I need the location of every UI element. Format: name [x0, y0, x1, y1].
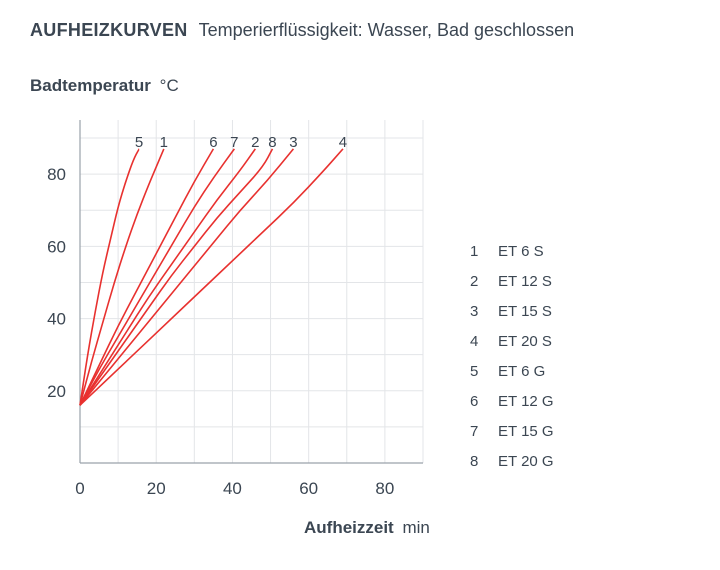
legend-item: 4 ET 20 S — [470, 332, 554, 362]
legend-label: ET 15 S — [498, 303, 552, 320]
legend-label: ET 20 S — [498, 333, 552, 350]
legend-item: 5 ET 6 G — [470, 362, 554, 392]
x-axis-unit: min — [402, 518, 430, 537]
y-tick-label: 20 — [47, 382, 66, 401]
legend-label: ET 12 G — [498, 393, 554, 410]
y-tick-label: 40 — [47, 310, 66, 329]
series-label-8: 8 — [268, 134, 276, 151]
legend-label: ET 6 G — [498, 363, 546, 380]
legend-label: ET 12 S — [498, 273, 552, 290]
x-tick-label: 40 — [223, 479, 242, 498]
legend-label: ET 6 S — [498, 243, 544, 260]
legend-item: 3 ET 15 S — [470, 302, 554, 332]
y-axis-unit: °C — [159, 76, 179, 95]
legend-number: 2 — [470, 273, 479, 290]
legend-number: 7 — [470, 423, 479, 440]
legend-item: 8 ET 20 G — [470, 452, 554, 482]
series-label-2: 2 — [251, 134, 259, 151]
legend-number: 5 — [470, 363, 479, 380]
legend-label: ET 15 G — [498, 423, 554, 440]
series-label-3: 3 — [289, 134, 297, 151]
legend-number: 4 — [470, 333, 479, 350]
legend-number: 1 — [470, 243, 479, 260]
series-label-1: 1 — [160, 134, 168, 151]
series-label-6: 6 — [209, 134, 217, 151]
series-line-6 — [79, 148, 215, 406]
x-axis-label: Aufheizzeit min — [304, 518, 430, 538]
series-line-2 — [79, 148, 256, 406]
chart-title: AUFHEIZKURVEN — [30, 20, 188, 40]
chart-title-row: AUFHEIZKURVEN Temperierflüssigkeit: Wass… — [30, 20, 574, 41]
legend-item: 7 ET 15 G — [470, 422, 554, 452]
series-label-5: 5 — [135, 134, 143, 151]
legend-number: 8 — [470, 453, 479, 470]
y-tick-label: 60 — [47, 237, 66, 256]
y-tick-label: 80 — [47, 165, 66, 184]
legend-item: 2 ET 12 S — [470, 272, 554, 302]
legend-item: 1 ET 6 S — [470, 242, 554, 272]
y-axis-label: Badtemperatur °C — [30, 76, 179, 96]
legend: 1 ET 6 S 2 ET 12 S 3 ET 15 S 4 ET 20 S 5 ET 6 G 6 E… — [470, 242, 554, 482]
x-tick-label: 0 — [75, 479, 84, 498]
series-line-1 — [79, 148, 165, 406]
series-label-7: 7 — [230, 134, 238, 151]
x-axis-name: Aufheizzeit — [304, 518, 394, 537]
series-line-5 — [79, 148, 140, 406]
legend-label: ET 20 G — [498, 453, 554, 470]
series-line-8 — [79, 148, 274, 406]
series-line-3 — [79, 148, 295, 406]
y-axis-name: Badtemperatur — [30, 76, 151, 95]
x-tick-label: 60 — [299, 479, 318, 498]
x-tick-label: 20 — [147, 479, 166, 498]
series-line-7 — [79, 148, 235, 406]
legend-item: 6 ET 12 G — [470, 392, 554, 422]
x-tick-label: 80 — [375, 479, 394, 498]
legend-number: 3 — [470, 303, 479, 320]
legend-number: 6 — [470, 393, 479, 410]
series-line-4 — [79, 148, 344, 406]
series-label-4: 4 — [339, 134, 347, 151]
chart-subtitle: Temperierflüssigkeit: Wasser, Bad geschl… — [198, 20, 575, 40]
